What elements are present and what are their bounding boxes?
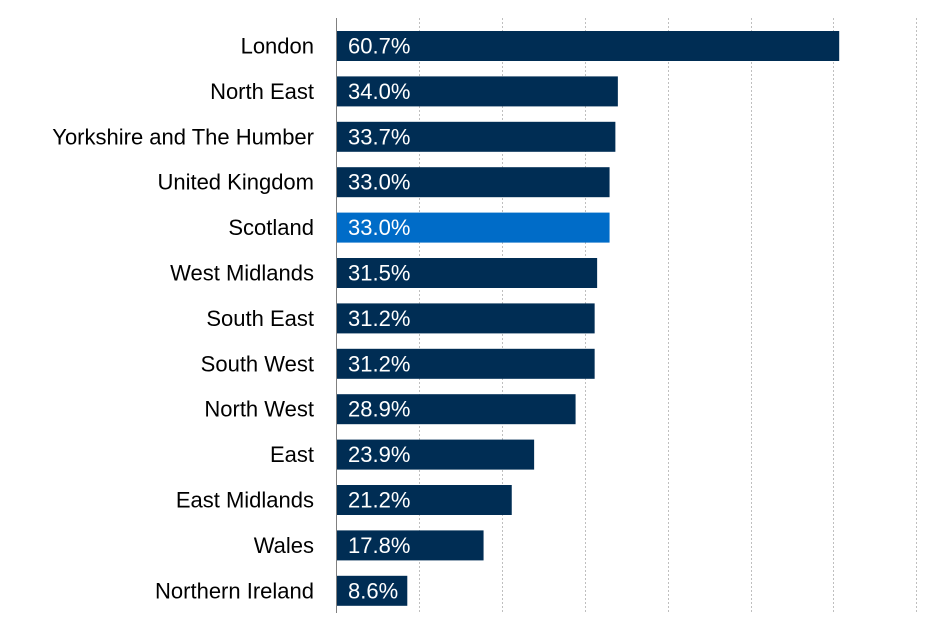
category-label: West Midlands	[170, 261, 314, 286]
value-label: 31.2%	[348, 306, 410, 331]
value-label: 33.0%	[348, 215, 410, 240]
category-label: Northern Ireland	[155, 578, 314, 603]
category-label: South East	[206, 306, 314, 331]
bar	[336, 530, 484, 561]
category-label: North West	[204, 397, 314, 422]
bar	[336, 575, 408, 606]
value-label: 23.9%	[348, 442, 410, 467]
value-labels: 60.7% 34.0% 33.7% 33.0% 33.0% 31.5% 31.2% 31.2%…	[348, 34, 410, 604]
bar	[336, 167, 610, 198]
category-label: North East	[210, 79, 314, 104]
bar	[336, 485, 512, 515]
value-label: 21.2%	[348, 488, 410, 513]
category-label: London	[241, 34, 314, 59]
value-label: 17.8%	[348, 533, 410, 558]
category-label: South West	[201, 351, 314, 376]
value-label: 33.0%	[348, 170, 410, 195]
value-label: 60.7%	[348, 34, 410, 59]
category-label: Scotland	[228, 215, 314, 240]
bar	[336, 394, 576, 425]
bar	[336, 31, 840, 61]
category-label: East	[270, 442, 314, 467]
bar	[336, 348, 595, 379]
value-label: 33.7%	[348, 124, 410, 149]
value-label: 31.5%	[348, 261, 410, 286]
bar	[336, 212, 610, 243]
category-label: United Kingdom	[157, 170, 314, 195]
category-label: East Midlands	[176, 488, 314, 513]
bar	[336, 303, 595, 334]
value-label: 28.9%	[348, 397, 410, 422]
value-label: 31.2%	[348, 351, 410, 376]
category-label: Wales	[254, 533, 314, 558]
value-label: 34.0%	[348, 79, 410, 104]
category-labels: London North East Yorkshire and The Humber…	[52, 34, 314, 604]
value-label: 8.6%	[348, 578, 398, 603]
bar	[336, 439, 535, 470]
category-label: Yorkshire and The Humber	[52, 124, 314, 149]
bar	[336, 121, 616, 152]
bar	[336, 76, 618, 107]
bars	[336, 31, 840, 606]
bar	[336, 258, 598, 288]
